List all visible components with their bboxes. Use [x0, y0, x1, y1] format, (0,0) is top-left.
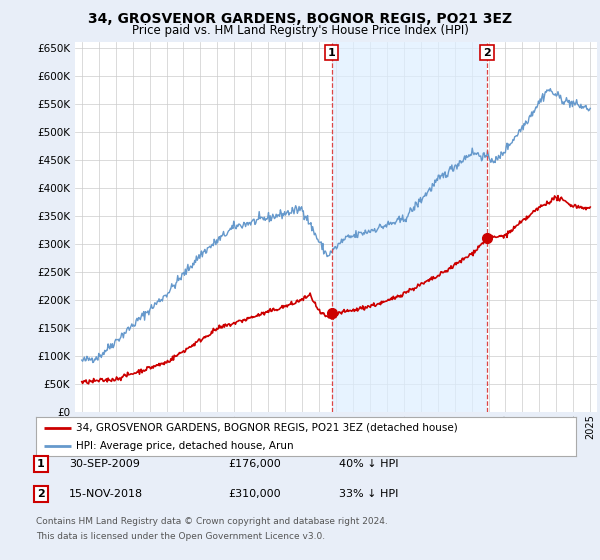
- Text: 2: 2: [483, 48, 491, 58]
- Text: Price paid vs. HM Land Registry's House Price Index (HPI): Price paid vs. HM Land Registry's House …: [131, 24, 469, 37]
- Text: 33% ↓ HPI: 33% ↓ HPI: [339, 489, 398, 499]
- Text: 30-SEP-2009: 30-SEP-2009: [69, 459, 140, 469]
- Text: 34, GROSVENOR GARDENS, BOGNOR REGIS, PO21 3EZ (detached house): 34, GROSVENOR GARDENS, BOGNOR REGIS, PO2…: [77, 423, 458, 433]
- Text: Contains HM Land Registry data © Crown copyright and database right 2024.: Contains HM Land Registry data © Crown c…: [36, 517, 388, 526]
- Text: 1: 1: [37, 459, 44, 469]
- Text: 34, GROSVENOR GARDENS, BOGNOR REGIS, PO21 3EZ: 34, GROSVENOR GARDENS, BOGNOR REGIS, PO2…: [88, 12, 512, 26]
- Text: 15-NOV-2018: 15-NOV-2018: [69, 489, 143, 499]
- Text: 1: 1: [328, 48, 335, 58]
- Text: £176,000: £176,000: [228, 459, 281, 469]
- Text: 40% ↓ HPI: 40% ↓ HPI: [339, 459, 398, 469]
- Text: 2: 2: [37, 489, 44, 499]
- Text: This data is licensed under the Open Government Licence v3.0.: This data is licensed under the Open Gov…: [36, 532, 325, 541]
- Text: HPI: Average price, detached house, Arun: HPI: Average price, detached house, Arun: [77, 441, 294, 451]
- Bar: [332, 42, 487, 412]
- Text: £310,000: £310,000: [228, 489, 281, 499]
